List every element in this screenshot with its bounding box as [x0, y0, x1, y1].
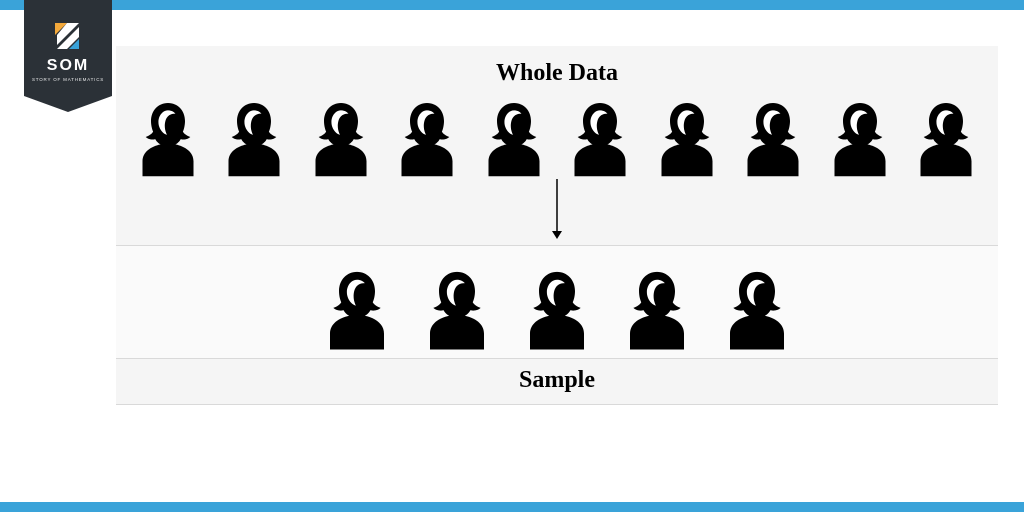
accent-bar-bottom	[0, 502, 1024, 512]
person-icon	[393, 99, 461, 177]
person-icon	[521, 268, 593, 350]
accent-bar-top	[0, 0, 1024, 10]
population-row	[134, 99, 980, 177]
brand-name: SOM	[47, 57, 89, 75]
person-icon	[220, 99, 288, 177]
person-icon	[307, 99, 375, 177]
person-icon	[621, 268, 693, 350]
person-icon	[739, 99, 807, 177]
person-icon	[134, 99, 202, 177]
person-icon	[826, 99, 894, 177]
person-icon	[480, 99, 548, 177]
person-icon	[421, 268, 493, 350]
population-section: Whole Data	[116, 46, 998, 246]
person-icon	[912, 99, 980, 177]
person-icon	[321, 268, 393, 350]
arrow-down	[134, 179, 980, 239]
sample-label-section: Sample	[116, 359, 998, 405]
sample-section	[116, 246, 998, 359]
population-title: Whole Data	[134, 60, 980, 87]
brand-subtitle: STORY OF MATHEMATICS	[32, 77, 104, 82]
brand-mark-icon	[53, 21, 83, 51]
person-icon	[653, 99, 721, 177]
sample-title: Sample	[134, 367, 980, 394]
person-icon	[721, 268, 793, 350]
page: SOM STORY OF MATHEMATICS Whole Data	[0, 0, 1024, 512]
brand-badge: SOM STORY OF MATHEMATICS	[24, 0, 112, 96]
diagram-panel: Whole Data	[116, 46, 998, 466]
sample-row	[134, 268, 980, 350]
person-icon	[566, 99, 634, 177]
